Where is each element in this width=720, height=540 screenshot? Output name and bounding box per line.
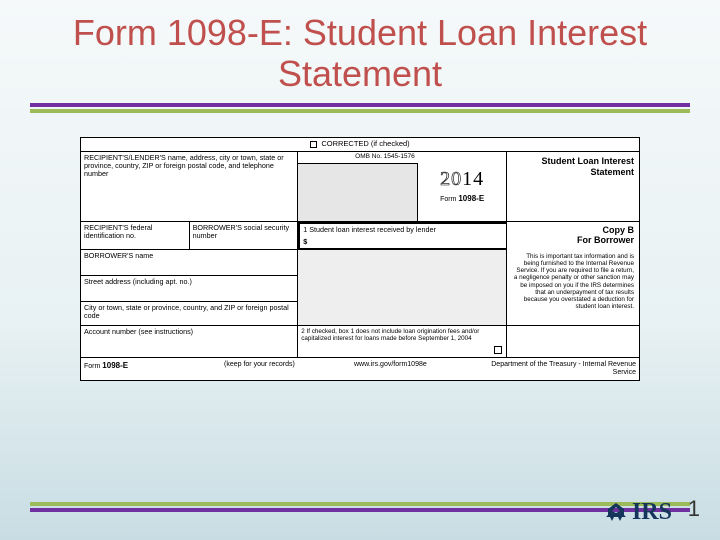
slide-title: Form 1098-E: Student Loan Interest State… bbox=[0, 0, 720, 103]
page-number: 1 bbox=[688, 496, 700, 522]
copy-b: Copy BFor Borrower bbox=[507, 222, 639, 250]
irs-text: IRS bbox=[632, 499, 672, 526]
box-2-checkbox bbox=[494, 346, 502, 354]
box-2: 2 If checked, box 1 does not include loa… bbox=[298, 326, 507, 358]
tax-year: 2014 bbox=[440, 168, 484, 191]
city-state-zip: City or town, state or province, country… bbox=[81, 302, 298, 326]
borrower-ssn: BORROWER'S social security number bbox=[190, 222, 299, 250]
rule-bottom-green bbox=[30, 502, 690, 506]
statement-title: Student Loan Interest Statement bbox=[507, 152, 639, 222]
corrected-label: CORRECTED (if checked) bbox=[321, 140, 409, 149]
void-gray-box bbox=[298, 164, 418, 222]
box-1-dollar: $ bbox=[303, 238, 307, 246]
rule-top-green bbox=[30, 109, 690, 113]
box-1-label: 1 Student loan interest received by lend… bbox=[303, 225, 436, 234]
corrected-checkbox bbox=[310, 141, 317, 148]
rule-bottom-purple bbox=[30, 508, 690, 512]
year-box: 2014 Form 1098-E bbox=[418, 152, 508, 222]
fine-print: This is important tax information and is… bbox=[507, 250, 639, 326]
fine-print-2 bbox=[507, 326, 639, 358]
form-footer: Form 1098-E (keep for your records) www.… bbox=[81, 358, 639, 380]
corrected-row: CORRECTED (if checked) bbox=[81, 138, 639, 152]
borrower-name: BORROWER'S name bbox=[81, 250, 298, 276]
eagle-icon bbox=[604, 501, 628, 525]
rule-top-purple bbox=[30, 103, 690, 107]
street-address: Street address (including apt. no.) bbox=[81, 276, 298, 302]
recipient-lender-block: RECIPIENT'S/LENDER'S name, address, city… bbox=[81, 152, 298, 222]
recipient-fed-id: RECIPIENT'S federal identification no. bbox=[81, 222, 190, 250]
form-1098e: CORRECTED (if checked) RECIPIENT'S/LENDE… bbox=[80, 137, 640, 381]
form-label-small: Form 1098-E bbox=[440, 194, 484, 204]
account-number: Account number (see instructions) bbox=[81, 326, 298, 358]
irs-logo: IRS bbox=[604, 499, 672, 526]
box-2-label: 2 If checked, box 1 does not include loa… bbox=[301, 328, 479, 342]
box-1: 1 Student loan interest received by lend… bbox=[298, 222, 507, 250]
middle-gray-blank bbox=[298, 250, 507, 326]
omb-number: OMB No. 1545-1576 bbox=[298, 152, 418, 164]
